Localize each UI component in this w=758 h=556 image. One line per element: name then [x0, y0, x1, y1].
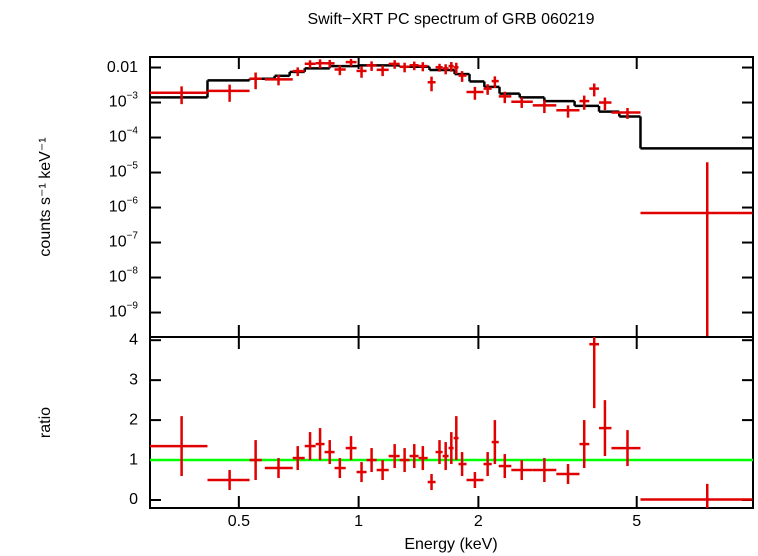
y-tick-label: 3	[129, 371, 138, 388]
x-axis-label: Energy (keV)	[404, 536, 497, 553]
plot-frame	[149, 56, 754, 338]
y-axis-label: ratio	[37, 407, 54, 438]
y-tick-label: 0.01	[107, 59, 138, 76]
y-tick-label: 10−4	[109, 125, 139, 146]
y-tick-label: 10−5	[109, 160, 139, 181]
x-tick-label: 0.5	[228, 513, 250, 530]
y-tick-label: 10−7	[109, 230, 139, 251]
y-tick-label: 4	[129, 331, 138, 348]
x-tick-label: 2	[474, 513, 483, 530]
y-tick-label: 1	[129, 451, 138, 468]
y-tick-label: 10−3	[109, 90, 139, 111]
plot-frame	[149, 336, 754, 509]
y-tick-label: 0	[129, 491, 138, 508]
x-tick-label: 1	[354, 513, 363, 530]
chart-title: Swift−XRT PC spectrum of GRB 060219	[307, 11, 594, 28]
y-tick-label: 10−8	[109, 265, 139, 286]
y-tick-label: 10−6	[109, 195, 139, 216]
y-tick-label: 10−9	[109, 300, 139, 321]
y-axis-label: counts s⁻¹ keV⁻¹	[37, 137, 54, 256]
y-tick-label: 2	[129, 411, 138, 428]
x-tick-label: 5	[632, 513, 641, 530]
